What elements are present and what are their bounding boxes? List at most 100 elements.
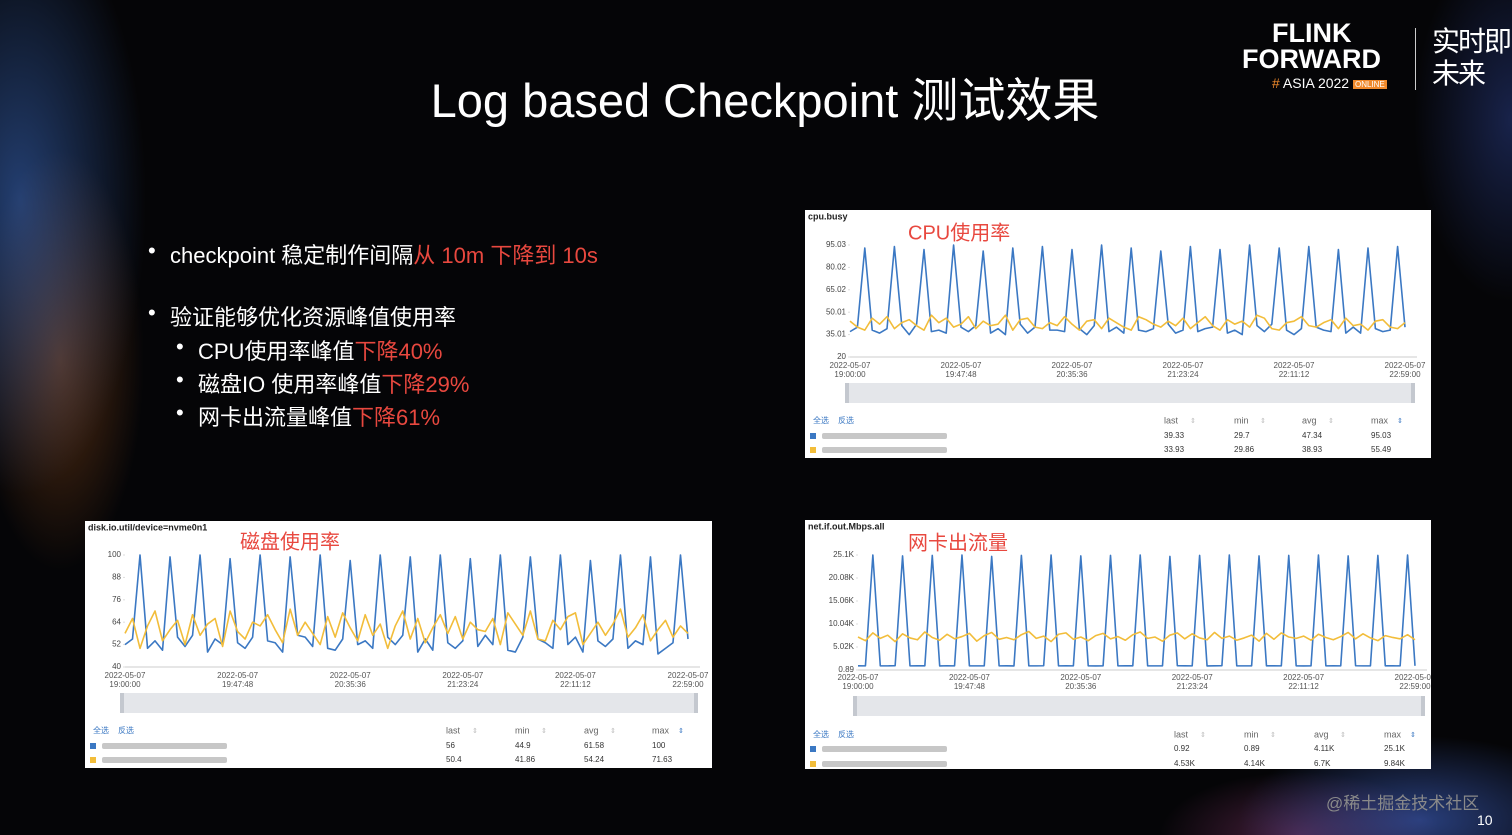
sort-arrow: ⇕ [1260, 417, 1266, 425]
legend-name-blur [822, 447, 947, 453]
logo-slogan1: 实时即 [1432, 26, 1512, 57]
legend-value: 44.9 [515, 741, 531, 750]
x-tick-label: 2022-05-07 [949, 673, 990, 682]
logo-slogan: 实时即 未来 [1432, 26, 1512, 90]
invert-select: 反选 [838, 415, 854, 425]
sort-arrow: ⇕ [1270, 731, 1276, 739]
x-tick-label: 19:00:00 [834, 370, 866, 379]
x-tick-label: 2022-05-07 [1274, 361, 1315, 370]
logo-event: # ASIA 2022 ONLINE [1272, 75, 1387, 91]
bullet: 验证能够优化资源峰值使用率 [148, 300, 456, 332]
x-tick-label: 19:00:00 [109, 680, 141, 689]
legend-swatch [90, 757, 96, 763]
x-tick-label: 21:23:24 [447, 680, 479, 689]
legend-value: 54.24 [584, 755, 605, 764]
sort-arrow: ⇕ [1328, 417, 1334, 425]
range-handle [120, 693, 124, 713]
legend-swatch [810, 433, 816, 439]
legend-name-blur [822, 746, 947, 752]
logo-slogan2: 未来 [1432, 58, 1486, 89]
x-tick-label: 22:11:12 [560, 680, 591, 689]
chart-title: net.if.out.Mbps.all [808, 521, 885, 531]
legend-name-blur [102, 743, 227, 749]
legend-name-blur [822, 433, 947, 439]
legend-name-blur [102, 757, 227, 763]
slide-title: Log based Checkpoint 测试效果 [430, 74, 1100, 127]
legend-header: max [1371, 415, 1389, 425]
legend-value: 71.63 [652, 755, 673, 764]
bullet-text: checkpoint 稳定制作间隔 [170, 243, 414, 268]
x-tick-label: 2022-05-07 [1052, 361, 1093, 370]
legend-value: 4.14K [1244, 759, 1266, 768]
legend-header: min [1234, 415, 1249, 425]
select-all: 全选 [813, 415, 829, 425]
legend-value: 0.89 [1244, 744, 1260, 753]
sort-arrow: ⇕ [1340, 731, 1346, 739]
bullet: checkpoint 稳定制作间隔从 10m 下降到 10s [148, 238, 598, 270]
legend-swatch [810, 447, 816, 453]
legend-value: 38.93 [1302, 445, 1323, 454]
y-tick-label: 40 [112, 662, 121, 671]
page-number: 10 [1477, 812, 1493, 828]
x-tick-label: 2022-05-07 [1163, 361, 1204, 370]
x-tick-label: 22:59:00 [1399, 682, 1431, 691]
y-tick-label: 10.04K [829, 619, 855, 628]
logo-line1: FLINK [1272, 18, 1352, 48]
chart-body: disk.io.util/device=nvme0n1 磁盘使用率 40 52 64 76… [88, 522, 709, 764]
y-tick-label: 80.02 [826, 263, 847, 272]
x-tick-label: 2022-05-07 [1385, 361, 1426, 370]
x-tick-label: 21:23:24 [1177, 682, 1209, 691]
x-tick-label: 20:35:36 [335, 680, 367, 689]
sort-arrow: ⇕ [610, 727, 616, 735]
series-line [849, 314, 1406, 331]
legend-swatch [810, 761, 816, 767]
x-tick-label: 2022-05-07 [105, 671, 146, 680]
legend-value: 6.7K [1314, 759, 1331, 768]
logo: FLINK FORWARD [1242, 18, 1381, 73]
chart-annotation: 磁盘使用率 [240, 530, 340, 553]
legend-value: 9.84K [1384, 759, 1406, 768]
legend-value: 25.1K [1384, 744, 1406, 753]
y-tick-label: 95.03 [826, 240, 847, 249]
select-all: 全选 [813, 729, 829, 739]
logo-hash: # [1272, 75, 1280, 91]
x-tick-label: 2022-05-07 [217, 671, 258, 680]
x-tick-label: 19:47:48 [954, 682, 986, 691]
bullet-highlight: 下降61% [352, 405, 441, 430]
legend-value: 100 [652, 741, 666, 750]
sub-bullet: CPU使用率峰值下降40% [176, 334, 442, 366]
bullet-highlight: 下降29% [381, 372, 470, 397]
legend-header: avg [584, 725, 599, 735]
sort-arrow: ⇕ [1190, 417, 1196, 425]
y-tick-label: 52 [112, 640, 121, 649]
legend-header: max [652, 725, 670, 735]
chart-body: net.if.out.Mbps.all 网卡出流量 0.89 5.02K 10.04K 1… [808, 521, 1431, 768]
legend-swatch [810, 746, 816, 752]
sub-bullet: 网卡出流量峰值下降61% [176, 400, 441, 432]
legend-header: last [1164, 415, 1179, 425]
x-tick-label: 2022-05-07 [668, 671, 709, 680]
watermark: @稀土掘金技术社区 [1326, 794, 1480, 813]
x-tick-label: 2022-05-07 [1060, 673, 1101, 682]
range-handle [845, 383, 849, 403]
x-tick-label: 2022-05-07 [1172, 673, 1213, 682]
range-handle [853, 696, 857, 716]
y-tick-label: 25.1K [833, 550, 855, 559]
x-tick-label: 2022-05-07 [838, 673, 879, 682]
logo-event-name: ASIA 2022 [1282, 75, 1350, 91]
chart-body: cpu.busy CPU使用率 20 35.01 50.01 65.02 80.02 95.0… [808, 211, 1426, 454]
legend-header: last [1174, 729, 1189, 739]
x-tick-label: 2022-05-07 [330, 671, 371, 680]
sort-arrow: ⇕ [1397, 417, 1403, 425]
legend-value: 61.58 [584, 741, 605, 750]
sort-arrow: ⇕ [1200, 731, 1206, 739]
select-all: 全选 [93, 725, 109, 735]
x-tick-label: 2022-05-07 [555, 671, 596, 680]
sort-arrow: ⇕ [1410, 731, 1416, 739]
series-line [857, 554, 1416, 667]
chart-annotation: CPU使用率 [908, 221, 1010, 244]
x-tick-label: 20:35:36 [1065, 682, 1097, 691]
legend-value: 39.33 [1164, 431, 1185, 440]
legend-value: 0.92 [1174, 744, 1190, 753]
